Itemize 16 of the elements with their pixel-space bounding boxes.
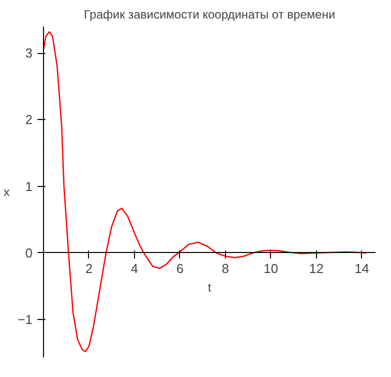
y-tick-label: 3 — [25, 46, 33, 61]
x-tick-label: 10 — [264, 260, 278, 276]
y-tick-label: −1 — [18, 312, 33, 328]
x-tick-label: 14 — [354, 260, 370, 276]
y-tick-label: 0 — [25, 245, 33, 260]
chart-title: График зависимости координаты от времени — [84, 8, 336, 22]
line-series — [44, 31, 368, 352]
x-tick-label: 2 — [85, 260, 93, 276]
x-tick-label: 8 — [222, 260, 230, 276]
x-tick-label: 6 — [176, 260, 184, 276]
x-tick-label: 12 — [309, 260, 324, 276]
y-tick-label: 1 — [25, 178, 33, 194]
y-axis-title: x — [4, 185, 10, 199]
y-tick-label: 2 — [25, 112, 33, 128]
x-tick-label: 4 — [130, 260, 138, 276]
x-axis-title: t — [208, 280, 212, 294]
